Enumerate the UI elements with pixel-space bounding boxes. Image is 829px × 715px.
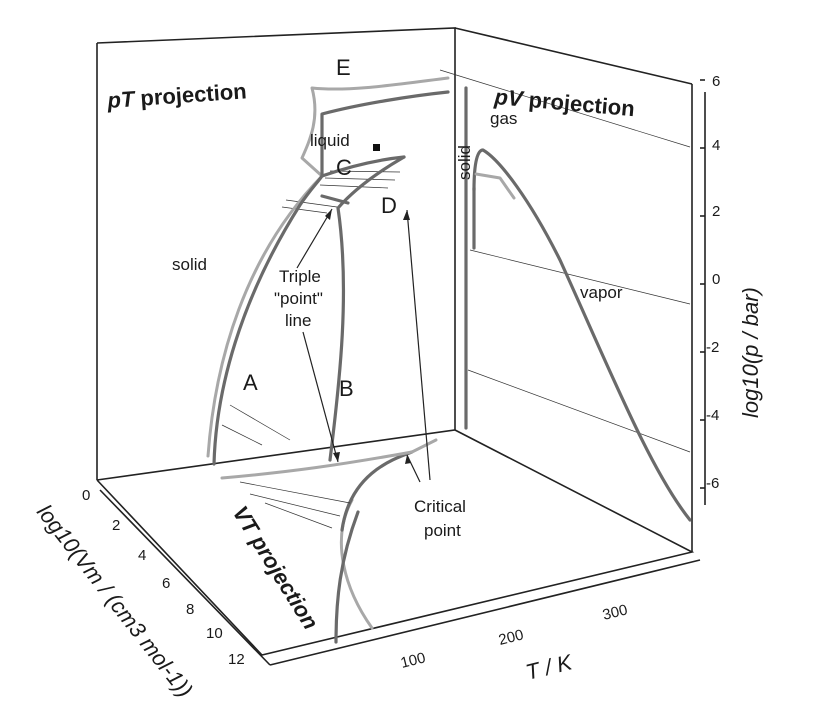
t-tick: 200	[497, 626, 525, 649]
pt-projection-title: pT projection	[106, 78, 248, 113]
v-tick: 8	[186, 601, 194, 618]
vt-floor-frame	[97, 430, 692, 655]
region-solid: solid	[172, 255, 207, 274]
v-tick: 6	[162, 575, 170, 592]
p-tick: 6	[712, 73, 720, 90]
p-tick: -6	[706, 475, 719, 492]
critical-text-2: point	[424, 521, 461, 540]
liquid-boundary-c	[322, 157, 404, 176]
triple-text-3: line	[285, 311, 311, 330]
critical-text-1: Critical	[414, 497, 466, 516]
label-b: B	[339, 376, 354, 401]
vt-gas-branch	[342, 452, 412, 530]
region-vapor: vapor	[580, 283, 623, 302]
region-solid-pv: solid	[455, 145, 474, 180]
p-tick: -2	[706, 339, 719, 356]
v-tick: 4	[138, 547, 146, 564]
critical-point-annotation: Critical point	[414, 497, 466, 540]
t-tick: 300	[601, 601, 629, 624]
triple-point-line-annotation: Triple "point" line	[274, 267, 323, 330]
critical-point-arrows	[403, 210, 430, 482]
region-gas: gas	[490, 109, 517, 128]
p-tick: 4	[712, 137, 720, 154]
t-axis-ticks: 100 200 300	[399, 601, 629, 672]
p-tick: -4	[706, 407, 719, 424]
triple-text-1: Triple	[279, 267, 321, 286]
t-axis-label: T / K	[523, 649, 575, 685]
t-tick: 100	[399, 649, 427, 672]
v-tick: 12	[228, 651, 245, 668]
triple-text-2: "point"	[274, 289, 323, 308]
v-tick: 2	[112, 517, 120, 534]
p-axis-ticks: 6 4 2 0 -2 -4 -6	[706, 73, 720, 492]
pv-vapor-dome	[474, 150, 690, 520]
p-axis-label: log10(p / bar)	[738, 287, 763, 418]
label-c: C	[336, 155, 352, 180]
critical-point-marker	[373, 144, 380, 151]
region-liquid: liquid	[310, 131, 350, 150]
vt-projection-title: VT projection	[228, 501, 324, 633]
p-tick: 0	[712, 271, 720, 288]
label-e: E	[336, 55, 351, 80]
v-tick: 10	[206, 625, 223, 642]
v-tick: 0	[82, 487, 90, 504]
t-axis: 100 200 300 T / K	[270, 560, 700, 685]
label-d: D	[381, 193, 397, 218]
p-axis: 6 4 2 0 -2 -4 -6 log10(p / bar)	[700, 73, 763, 505]
label-a: A	[243, 370, 258, 395]
p-tick: 2	[712, 203, 720, 220]
